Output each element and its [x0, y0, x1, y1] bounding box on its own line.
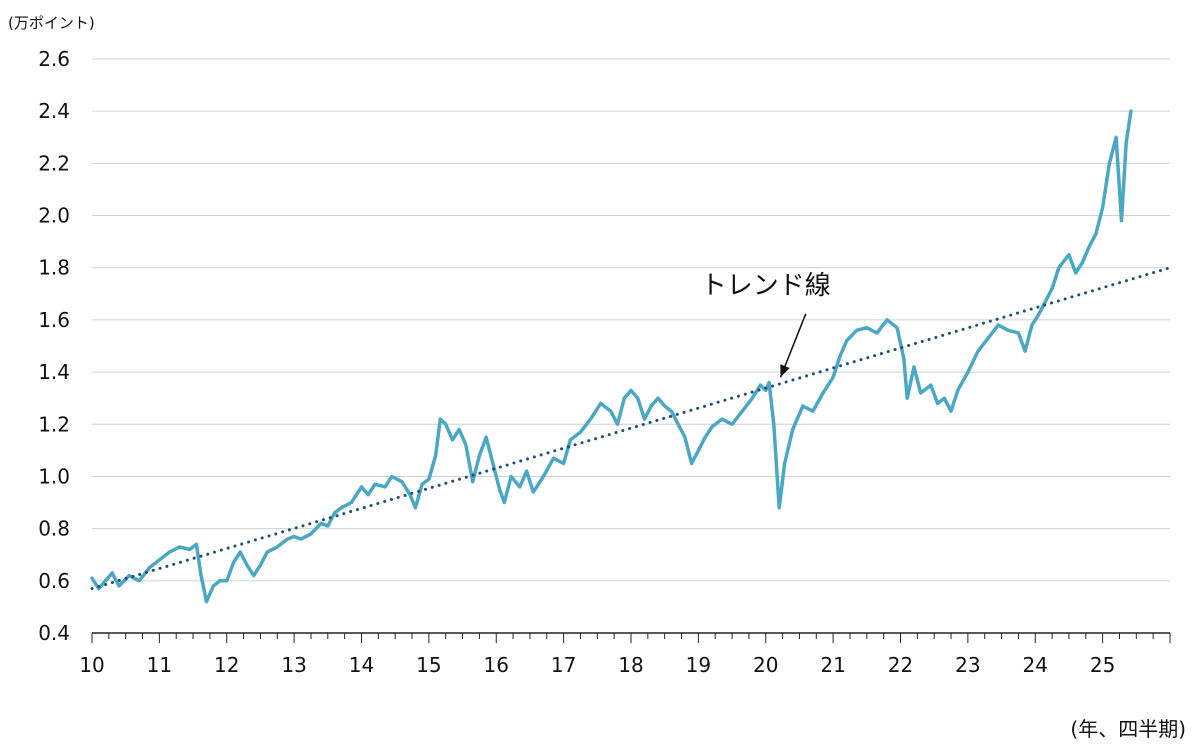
- x-axis-unit-label: (年、四半期): [1070, 717, 1186, 741]
- y-tick-label: 1.0: [38, 464, 70, 488]
- y-tick-label: 2.2: [38, 151, 70, 175]
- y-tick-label: 2.6: [38, 47, 70, 71]
- annotations: トレンド線: [701, 271, 831, 378]
- y-tick-label: 0.6: [38, 569, 70, 593]
- y-tick-label: 2.4: [38, 99, 70, 123]
- trend-line: [90, 266, 1172, 591]
- x-tick-label: 20: [753, 653, 778, 677]
- annotation-arrowhead: [780, 364, 790, 378]
- x-axis: 10 11 12 13 14 15 16 17 18 19 20 21 22 23 24 25: [79, 632, 1171, 677]
- x-tick-label: 21: [820, 653, 845, 677]
- x-tick-label: 12: [214, 653, 239, 677]
- y-tick-label: 0.8: [38, 517, 70, 541]
- x-tick-label: 15: [416, 653, 441, 677]
- y-tick-label: 1.4: [38, 360, 70, 384]
- y-axis-unit-label: (万ポイント): [8, 14, 95, 32]
- x-tick-label: 16: [484, 653, 509, 677]
- series-lines: [90, 109, 1172, 604]
- y-tick-label: 1.6: [38, 308, 70, 332]
- x-tick-label: 13: [281, 653, 306, 677]
- x-tick-label: 19: [686, 653, 711, 677]
- x-tick-label: 22: [888, 653, 913, 677]
- y-tick-label: 1.8: [38, 256, 70, 280]
- index-line: [90, 109, 1133, 604]
- x-tick-label: 24: [1023, 653, 1048, 677]
- gridlines: [92, 58, 1170, 582]
- trend-line-annotation: トレンド線: [701, 271, 831, 301]
- y-tick-label: 2.0: [38, 204, 70, 228]
- x-tick-label: 25: [1090, 653, 1115, 677]
- y-tick-label: 1.2: [38, 412, 70, 436]
- y-axis-ticks: 0.4 0.6 0.8 1.0 1.2 1.4 1.6 1.8 2.0 2.2 2.4 2.6: [38, 47, 70, 645]
- x-tick-label: 14: [349, 653, 374, 677]
- x-tick-label: 23: [955, 653, 980, 677]
- x-tick-label: 10: [79, 653, 104, 677]
- x-tick-label: 18: [618, 653, 643, 677]
- x-tick-label: 11: [147, 653, 172, 677]
- x-tick-label: 17: [551, 653, 576, 677]
- y-tick-label: 0.4: [38, 621, 70, 645]
